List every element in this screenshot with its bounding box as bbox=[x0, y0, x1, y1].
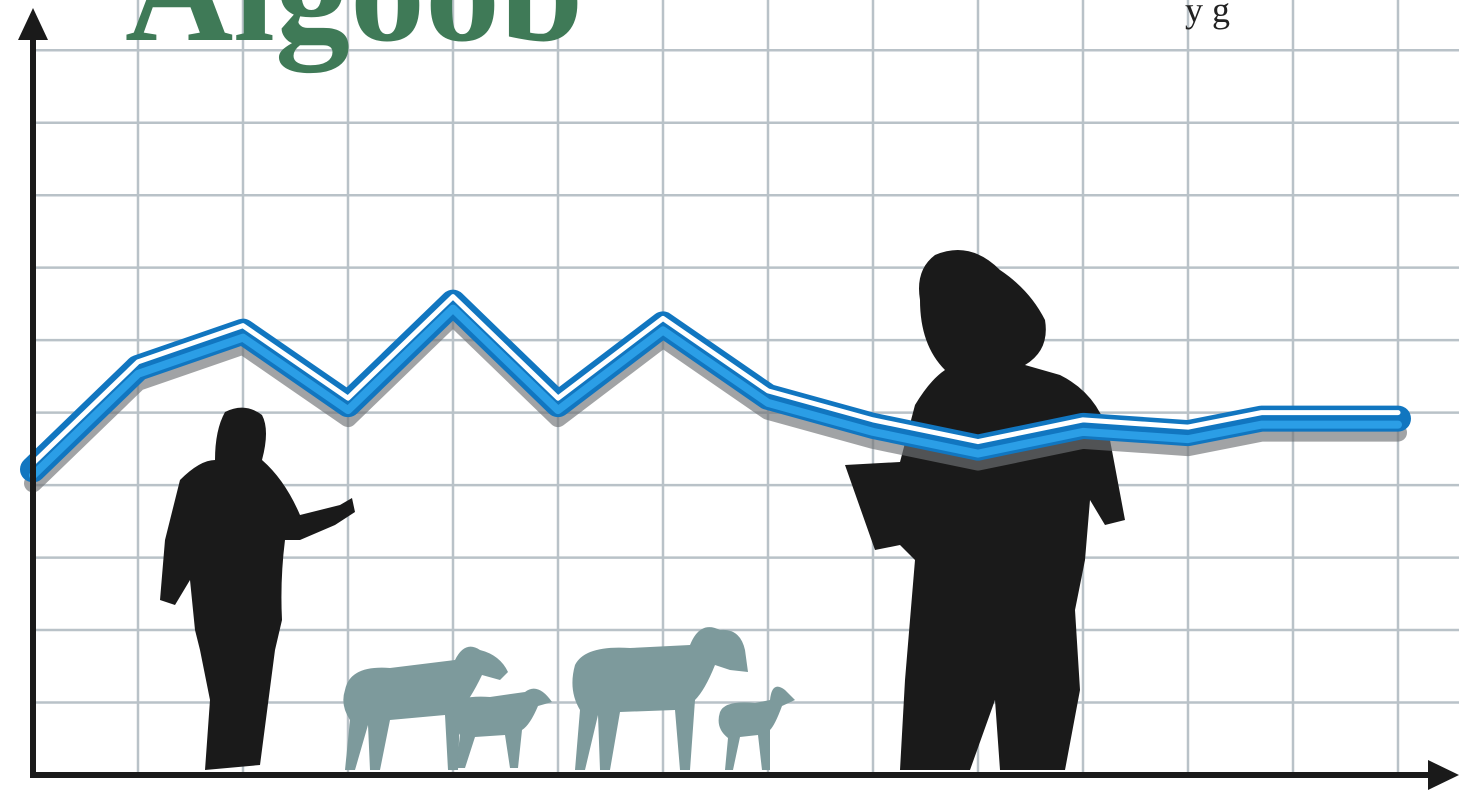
y-axis-arrow bbox=[18, 8, 48, 40]
x-axis-arrow bbox=[1428, 760, 1459, 790]
moose-silhouettes bbox=[343, 627, 795, 770]
chart-subtitle: y g bbox=[1185, 0, 1230, 30]
chart-title: Algoob bbox=[125, 0, 583, 73]
chart: Algoob y g bbox=[0, 0, 1459, 793]
